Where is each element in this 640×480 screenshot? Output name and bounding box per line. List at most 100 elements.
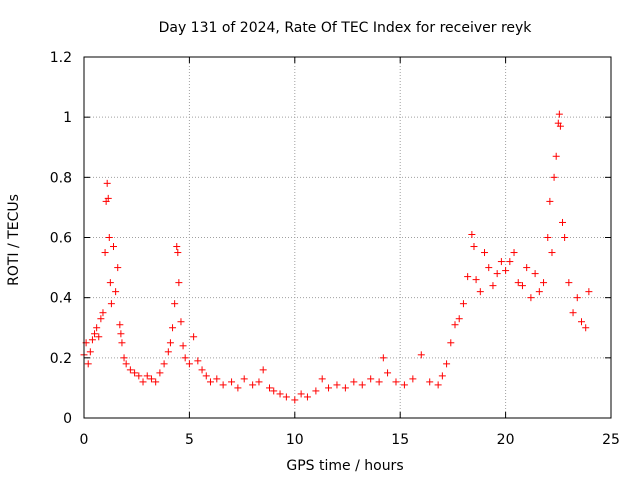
y-tick-label: 0.8: [50, 170, 72, 186]
data-point: [103, 179, 111, 187]
data-point: [443, 360, 451, 368]
y-tick-label: 0.6: [50, 231, 72, 247]
axes: 0 5 10 15 20 25 0 0.2 0.4 0.6 0.8 1 1.2: [50, 50, 620, 448]
data-point: [341, 384, 349, 392]
data-point: [548, 249, 556, 257]
data-point: [546, 197, 554, 205]
data-point: [375, 378, 383, 386]
grid-lines: [84, 57, 611, 418]
data-point: [93, 324, 101, 332]
data-point: [565, 279, 573, 287]
data-point: [318, 375, 326, 383]
data-point: [569, 309, 577, 317]
data-point: [297, 390, 305, 398]
data-point: [291, 396, 299, 404]
data-point: [502, 267, 510, 275]
data-point: [101, 249, 109, 257]
data-point: [120, 354, 128, 362]
y-axis-label: ROTI / TECUs: [6, 194, 22, 286]
data-point: [173, 243, 181, 251]
data-point: [114, 264, 122, 272]
data-point: [166, 339, 174, 347]
data-point: [106, 279, 114, 287]
data-point: [527, 294, 535, 302]
data-point: [493, 270, 501, 278]
x-tick-label: 20: [497, 432, 515, 448]
data-point: [476, 288, 484, 296]
data-point: [228, 378, 236, 386]
data-point: [175, 279, 183, 287]
chart-title: Day 131 of 2024, Rate Of TEC Index for r…: [159, 20, 533, 36]
data-point: [506, 258, 514, 266]
x-tick-label: 10: [286, 432, 304, 448]
data-point: [582, 324, 590, 332]
data-point: [97, 315, 105, 323]
data-point: [179, 342, 187, 350]
data-point: [156, 369, 164, 377]
data-point: [84, 360, 92, 368]
data-point: [171, 300, 179, 308]
data-point: [514, 279, 522, 287]
data-point: [259, 366, 267, 374]
y-tick-label: 1.2: [50, 50, 72, 66]
data-point: [99, 309, 107, 317]
y-tick-label: 1: [63, 110, 72, 126]
data-point: [523, 264, 531, 272]
data-point: [577, 318, 585, 326]
data-point: [540, 279, 548, 287]
y-tick-label: 0.2: [50, 351, 72, 367]
data-point: [585, 288, 593, 296]
data-point: [489, 282, 497, 290]
data-point: [86, 348, 94, 356]
data-point: [485, 264, 493, 272]
data-point: [518, 282, 526, 290]
data-point: [213, 375, 221, 383]
x-tick-label: 25: [602, 432, 620, 448]
data-point: [139, 378, 147, 386]
data-point: [325, 384, 333, 392]
data-point: [198, 366, 206, 374]
data-point: [185, 360, 193, 368]
data-point: [561, 234, 569, 241]
data-point: [169, 324, 177, 332]
data-point: [118, 339, 126, 347]
data-point: [116, 321, 124, 329]
x-axis-label: GPS time / hours: [286, 458, 403, 474]
data-point: [135, 372, 143, 380]
data-point: [556, 122, 564, 130]
data-point: [459, 300, 467, 308]
data-point: [497, 258, 505, 266]
data-point: [438, 372, 446, 380]
data-point: [131, 369, 139, 377]
data-point: [249, 381, 257, 389]
data-point: [531, 270, 539, 278]
data-point: [379, 354, 387, 362]
data-point: [117, 330, 125, 338]
data-point: [181, 354, 189, 362]
data-point: [468, 230, 476, 238]
data-point: [535, 288, 543, 296]
data-point: [107, 300, 115, 308]
data-point: [270, 387, 278, 395]
data-point: [240, 375, 248, 383]
data-point: [160, 360, 168, 368]
data-point: [206, 378, 214, 386]
data-point: [555, 110, 563, 118]
data-point: [481, 249, 489, 257]
data-point: [447, 339, 455, 347]
data-point: [470, 243, 478, 251]
data-point: [464, 273, 472, 281]
data-point: [409, 375, 417, 383]
data-point: [544, 234, 552, 241]
data-point: [164, 348, 172, 356]
y-tick-label: 0.4: [50, 291, 72, 307]
data-point: [202, 372, 210, 380]
x-tick-label: 15: [391, 432, 409, 448]
data-point: [266, 384, 274, 392]
data-point: [276, 390, 284, 398]
data-point: [174, 249, 182, 257]
data-point: [234, 384, 242, 392]
x-tick-label: 5: [185, 432, 194, 448]
x-tick-label: 0: [80, 432, 89, 448]
